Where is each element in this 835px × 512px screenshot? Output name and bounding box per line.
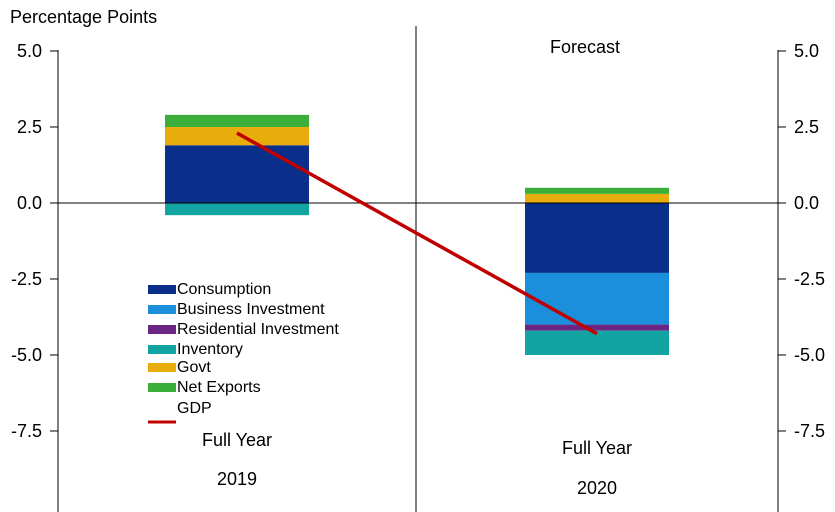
bar-segment xyxy=(165,145,309,203)
bar-segment xyxy=(165,127,309,146)
legend-swatch xyxy=(148,285,176,294)
category-label: Full Year xyxy=(202,430,272,450)
y-tick-label-right: 0.0 xyxy=(794,193,819,213)
y-tick-label-left: 5.0 xyxy=(17,41,42,61)
legend-swatch xyxy=(148,363,176,372)
y-tick-label-right: 2.5 xyxy=(794,117,819,137)
y-tick-label-right: 5.0 xyxy=(794,41,819,61)
legend-swatch xyxy=(148,345,176,354)
legend-swatch xyxy=(148,383,176,392)
bar-segment xyxy=(165,114,309,127)
y-tick-label-left: -2.5 xyxy=(11,269,42,289)
legend-label: Business Investment xyxy=(177,301,325,318)
y-unit-label: Percentage Points xyxy=(10,7,157,27)
bar-segment xyxy=(525,193,669,203)
y-tick-label-right: -2.5 xyxy=(794,269,825,289)
legend-label: Govt xyxy=(177,359,211,376)
y-tick-label-right: -7.5 xyxy=(794,421,825,441)
legend-label: Consumption xyxy=(177,281,271,298)
y-tick-label-left: -5.0 xyxy=(11,345,42,365)
y-tick-label-right: -5.0 xyxy=(794,345,825,365)
legend-label: Inventory xyxy=(177,341,243,358)
forecast-annotation: Forecast xyxy=(550,37,620,57)
bar-segment xyxy=(165,203,309,216)
legend-label: Net Exports xyxy=(177,379,261,396)
category-label: Full Year xyxy=(562,438,632,458)
bar-segment xyxy=(525,272,669,325)
y-tick-label-left: -7.5 xyxy=(11,421,42,441)
legend-label: GDP xyxy=(177,400,212,417)
bar-segment xyxy=(525,324,669,331)
legend-label: Residential Investment xyxy=(177,321,339,338)
legend-swatch xyxy=(148,325,176,334)
y-tick-label-left: 2.5 xyxy=(17,117,42,137)
bar-segment xyxy=(525,330,669,355)
gdp-line xyxy=(236,131,598,336)
y-tick-label-left: 0.0 xyxy=(17,193,42,213)
legend-swatch xyxy=(148,305,176,314)
bar-segment xyxy=(525,203,669,273)
category-label: 2020 xyxy=(577,478,617,498)
bar-segment xyxy=(525,187,669,194)
category-label: 2019 xyxy=(217,469,257,489)
